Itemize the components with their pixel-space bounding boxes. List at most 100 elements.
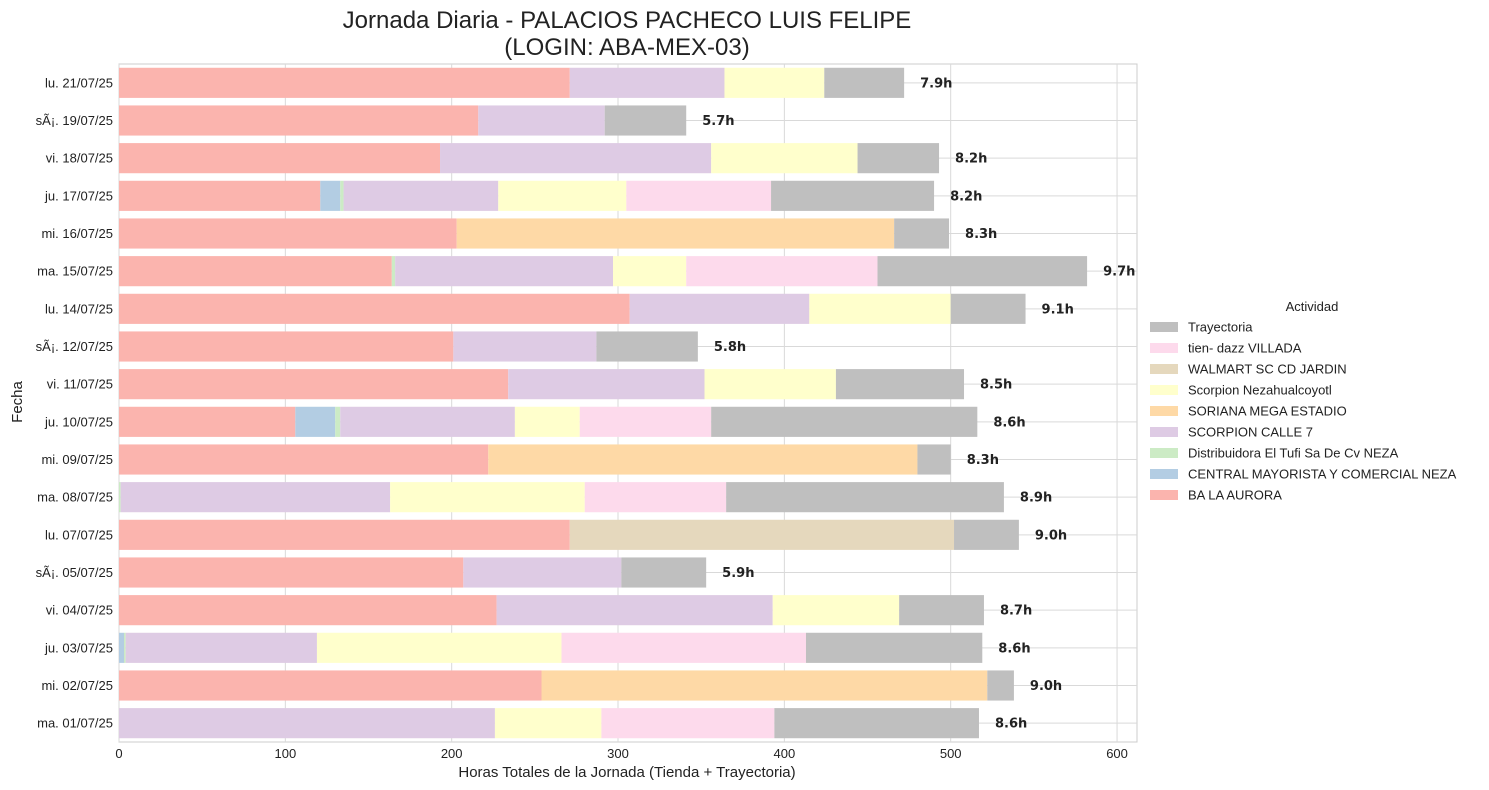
bar-total-label: 9.0h [1035,528,1067,543]
bar-segment-trayectoria [711,406,978,437]
bar-segment-ba-la-aurora [119,369,509,400]
bar-segment-scorpion-nezahualcoyotl [390,482,585,513]
bar-segment-ba-la-aurora [119,331,454,362]
y-tick-label: lu. 14/07/25 [45,301,113,316]
legend-label: CENTRAL MAYORISTA Y COMERCIAL NEZA [1188,467,1457,482]
y-tick-label: ma. 08/07/25 [37,490,113,505]
bar-total-label: 8.6h [993,415,1025,430]
bar-total-label: 8.6h [998,641,1030,656]
bar-segment-scorpion-nezahualcoyotl [772,595,900,626]
bar-segment-ba-la-aurora [119,670,542,701]
bar-segment-scorpion-nezahualcoyotl [514,406,580,437]
bar-segment-scorpion-nezahualcoyotl [711,143,858,174]
bar-segment-scorpion-calle-7 [395,256,614,287]
bar-total-label: 9.0h [1030,679,1062,694]
bar-segment-distribuidora-el-tufi-sa-de-cv-neza [335,406,341,437]
bar-segment-ba-la-aurora [119,256,392,287]
bar-segment-central-mayorista-y-comercial-neza [295,406,336,437]
bar-segment-scorpion-calle-7 [440,143,712,174]
bar-total-label: 8.6h [995,717,1027,732]
y-tick-label: lu. 21/07/25 [45,75,113,90]
legend-label: SCORPION CALLE 7 [1188,425,1313,440]
bar-segment-trayectoria [726,482,1004,513]
legend-swatch [1150,469,1178,479]
legend-label: tien- dazz VILLADA [1188,341,1302,356]
bar-total-label: 8.2h [955,152,987,167]
bar-segment-scorpion-calle-7 [453,331,597,362]
bar-total-label: 8.3h [967,453,999,468]
bar-segment-ba-la-aurora [119,557,464,588]
bar-segment-scorpion-nezahualcoyotl [494,708,602,739]
legend: Actividad Trayectoria tien- dazz VILLADA WA… [1150,299,1457,503]
bar-total-label: 5.7h [702,114,734,129]
x-axis-title: Horas Totales de la Jornada (Tienda + Tr… [458,764,795,781]
bar-segment-tien-dazz-villada [601,708,775,739]
bar-segment-ba-la-aurora [119,67,570,98]
bar-segment-scorpion-calle-7 [343,180,499,211]
y-tick-label: sÃ¡. 19/07/25 [36,113,113,128]
bar-segment-scorpion-calle-7 [340,406,515,437]
bar-total-label: 8.5h [980,378,1012,393]
y-tick-label: lu. 07/07/25 [45,527,113,542]
bar-segment-distribuidora-el-tufi-sa-de-cv-neza [119,482,121,513]
legend-label: Scorpion Nezahualcoyotl [1188,383,1332,398]
bar-segment-scorpion-nezahualcoyotl [809,293,951,324]
legend-swatch [1150,427,1178,437]
bar-total-label: 9.7h [1103,265,1135,280]
bar-segment-ba-la-aurora [119,180,321,211]
bar-total-label: 7.9h [920,76,952,91]
y-tick-label: sÃ¡. 05/07/25 [36,565,113,580]
bar-total-label: 5.8h [714,340,746,355]
legend-swatch [1150,322,1178,332]
bar-segment-central-mayorista-y-comercial-neza [119,632,124,663]
bar-segment-trayectoria [774,708,979,739]
bar-segment-central-mayorista-y-comercial-neza [320,180,341,211]
bar-segment-ba-la-aurora [119,105,479,136]
bar-segment-trayectoria [824,67,905,98]
x-tick-label: 500 [940,746,962,761]
bar-segment-soriana-mega-estadio [488,444,918,475]
y-tick-label: ju. 03/07/25 [44,640,113,655]
x-tick-label: 0 [115,746,122,761]
bar-segment-scorpion-nezahualcoyotl [724,67,825,98]
bar-segment-scorpion-nezahualcoyotl [613,256,687,287]
bar-segment-scorpion-nezahualcoyotl [498,180,627,211]
bar-segment-trayectoria [917,444,951,475]
bar-segment-trayectoria [857,143,940,174]
bar-segment-ba-la-aurora [119,293,630,324]
bar-segment-trayectoria [604,105,687,136]
bar-segment-tien-dazz-villada [579,406,712,437]
legend-label: Distribuidora El Tufi Sa De Cv NEZA [1188,446,1399,461]
y-axis-title: Fecha [9,381,26,423]
bar-segment-scorpion-calle-7 [463,557,622,588]
bar-segment-tien-dazz-villada [626,180,772,211]
x-tick-label: 200 [441,746,463,761]
y-tick-label: sÃ¡. 12/07/25 [36,339,113,354]
x-tick-label: 400 [774,746,796,761]
plot-area [118,63,1138,743]
legend-swatch [1150,490,1178,500]
legend-swatch [1150,364,1178,374]
bar-segment-trayectoria [596,331,698,362]
chart-title-line-2: (LOGIN: ABA-MEX-03) [504,34,749,61]
y-tick-label: ma. 15/07/25 [37,264,113,279]
bar-segment-tien-dazz-villada [686,256,878,287]
bar-segment-trayectoria [899,595,984,626]
y-tick-label: vi. 18/07/25 [46,151,113,166]
labels-layer: 0 100 200 300 400 500 600 lu. 21/07/25 sÃ¡. 19/0… [36,75,1136,761]
bar-segment-walmart-sc-cd-jardin [569,519,955,550]
bar-total-label: 9.1h [1042,302,1074,317]
legend-label: SORIANA MEGA ESTADIO [1188,404,1347,419]
y-tick-label: ju. 17/07/25 [44,188,113,203]
bar-segment-trayectoria [621,557,707,588]
y-tick-label: ma. 01/07/25 [37,716,113,731]
y-tick-label: ju. 10/07/25 [44,414,113,429]
bar-total-label: 5.9h [722,566,754,581]
bar-segment-scorpion-calle-7 [569,67,725,98]
bar-segment-scorpion-calle-7 [496,595,773,626]
bar-segment-scorpion-calle-7 [508,369,705,400]
bar-segment-trayectoria [894,218,950,249]
bar-segment-ba-la-aurora [119,595,497,626]
bar-segment-trayectoria [987,670,1014,701]
